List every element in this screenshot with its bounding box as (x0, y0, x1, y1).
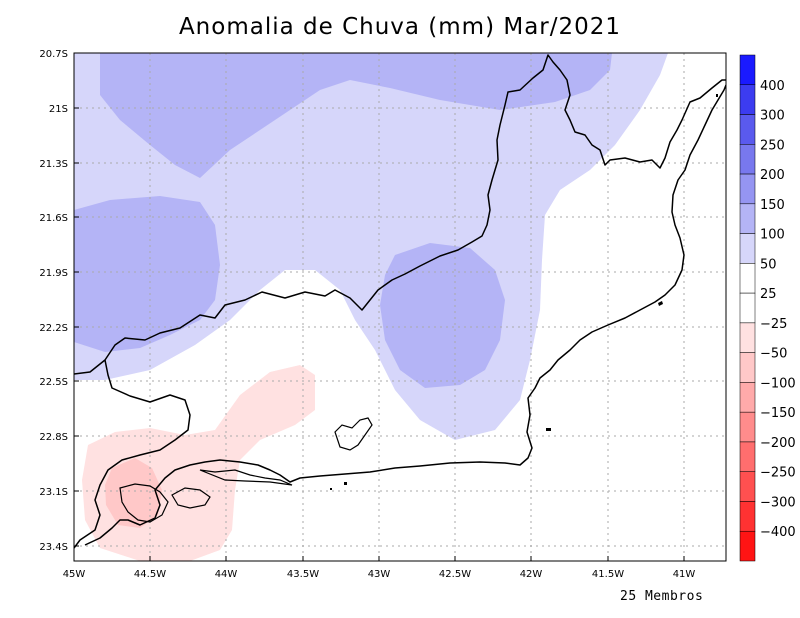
longitude-tick-label: 44W (215, 569, 238, 580)
colorbar-swatch (740, 442, 755, 472)
colorbar-swatch (740, 531, 755, 561)
latitude-axis: 20.7S 21S 21.3S 21.6S 21.9S 22.2S 22.5S 22.8S 23… (39, 49, 79, 553)
colorbar-swatch (740, 85, 755, 115)
ensemble-members-label: 25 Membros (620, 589, 703, 604)
colorbar-label: 300 (760, 109, 785, 124)
latitude-tick-label: 21.3S (39, 159, 68, 170)
colorbar-label: 400 (760, 79, 785, 94)
latitude-tick-label: 21.9S (39, 268, 68, 279)
colorbar-swatch (740, 382, 755, 412)
colorbar-swatch (740, 115, 755, 145)
colorbar-swatch (740, 323, 755, 353)
latitude-tick-label: 22.2S (39, 323, 68, 334)
longitude-tick-label: 41W (673, 569, 696, 580)
colorbar-swatch (740, 144, 755, 174)
colorbar-label: 50 (760, 257, 777, 272)
colorbar-label: −250 (760, 466, 796, 481)
longitude-tick-label: 41.5W (592, 569, 624, 580)
colorbar-swatch (740, 501, 755, 531)
latitude-tick-label: 21S (49, 104, 68, 115)
colorbar-label: −100 (760, 376, 796, 391)
colorbar-legend: 400 300 250 200 150 100 50 25 −25 −50 −100 −150 −200… (740, 55, 796, 561)
islet-5 (546, 428, 551, 431)
anomaly-fill-layer (74, 53, 668, 561)
colorbar-label: 25 (760, 287, 777, 302)
colorbar-swatch (740, 204, 755, 234)
colorbar-label: −400 (760, 525, 796, 540)
colorbar-label: 250 (760, 138, 785, 153)
latitude-tick-label: 22.5S (39, 377, 68, 388)
latitude-tick-label: 22.8S (39, 432, 68, 443)
longitude-tick-label: 44.5W (134, 569, 166, 580)
latitude-tick-label: 20.7S (39, 49, 68, 60)
colorbar-swatch (740, 55, 755, 85)
colorbar-label: −50 (760, 347, 787, 362)
colorbar-label: −150 (760, 406, 796, 421)
colorbar-label: −200 (760, 436, 796, 451)
longitude-tick-label: 43.5W (287, 569, 319, 580)
longitude-tick-label: 42.5W (439, 569, 471, 580)
colorbar-swatch (740, 174, 755, 204)
anomaly-region-positive-medium-center (380, 243, 505, 388)
colorbar-label: 150 (760, 198, 785, 213)
islet-4 (716, 94, 718, 97)
colorbar-swatch (740, 263, 755, 293)
guanabara-bay-shore (335, 418, 372, 450)
colorbar-label: −300 (760, 495, 796, 510)
colorbar-label: 100 (760, 228, 785, 243)
islet-2 (330, 488, 332, 490)
colorbar-swatch (740, 472, 755, 502)
colorbar-swatch (740, 412, 755, 442)
colorbar-swatch (740, 234, 755, 264)
colorbar-label: −25 (760, 317, 787, 332)
longitude-tick-label: 43W (368, 569, 391, 580)
latitude-tick-label: 23.4S (39, 542, 68, 553)
colorbar-label: 200 (760, 168, 785, 183)
longitude-tick-label: 42W (520, 569, 543, 580)
longitude-tick-label: 45W (63, 569, 86, 580)
latitude-tick-label: 21.6S (39, 213, 68, 224)
colorbar-swatch (740, 293, 755, 323)
islet-3 (658, 301, 663, 306)
latitude-tick-label: 23.1S (39, 487, 68, 498)
colorbar-swatch (740, 353, 755, 383)
islet-1 (344, 482, 347, 485)
